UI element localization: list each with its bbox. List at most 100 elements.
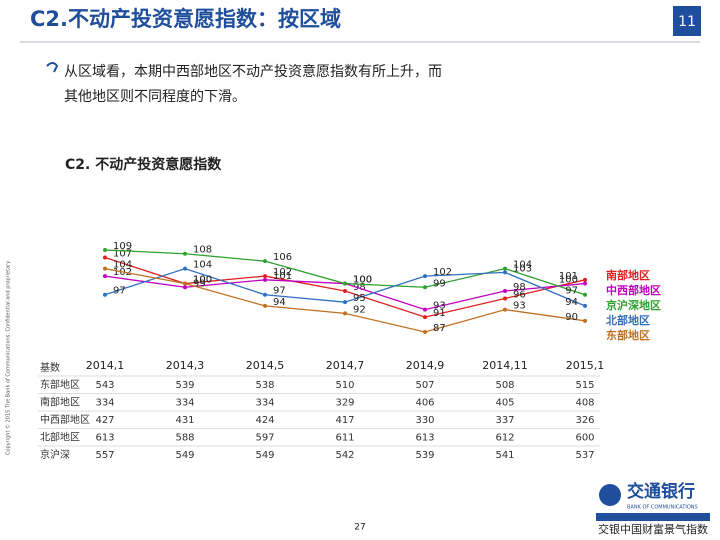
table-cell: 537 bbox=[575, 450, 594, 461]
point bbox=[423, 285, 427, 290]
table-cell: 330 bbox=[415, 415, 434, 426]
data-label: 102 bbox=[273, 267, 292, 278]
table-cell: 538 bbox=[255, 380, 274, 391]
point bbox=[263, 303, 267, 308]
data-label: 100 bbox=[559, 275, 578, 286]
table-cell: 515 bbox=[575, 380, 594, 391]
legend-label: 东部地区 bbox=[606, 328, 650, 342]
copyright: Copyright © 2015 The Bank of Communicati… bbox=[5, 260, 12, 455]
data-label: 97 bbox=[113, 286, 126, 297]
row-label: 中西部地区 bbox=[40, 413, 90, 426]
point bbox=[263, 292, 267, 297]
data-label: 95 bbox=[353, 293, 366, 304]
logo-en: BANK OF COMMUNICATIONS bbox=[627, 505, 698, 511]
data-label: 94 bbox=[273, 297, 286, 308]
data-label: 108 bbox=[193, 245, 212, 256]
table-cell: 510 bbox=[335, 380, 354, 391]
table-cell: 508 bbox=[495, 380, 514, 391]
table-cell: 549 bbox=[255, 450, 274, 461]
point bbox=[423, 307, 427, 312]
page-number: 27 bbox=[354, 523, 365, 533]
bullet-text: 其他地区则不同程度的下滑。 bbox=[64, 88, 246, 105]
data-label: 90 bbox=[565, 312, 578, 323]
table-cell: 431 bbox=[175, 415, 194, 426]
data-label: 109 bbox=[113, 241, 132, 252]
data-label: 97 bbox=[565, 286, 578, 297]
point bbox=[103, 274, 107, 279]
point bbox=[423, 274, 427, 279]
table-cell: 406 bbox=[415, 398, 434, 409]
data-label: 103 bbox=[513, 263, 532, 274]
point bbox=[423, 330, 427, 334]
point bbox=[343, 289, 347, 293]
table-header: 基数 bbox=[40, 361, 60, 374]
point bbox=[263, 274, 267, 279]
row-label: 南部地区 bbox=[40, 396, 80, 409]
point bbox=[583, 303, 587, 308]
point bbox=[183, 285, 187, 290]
data-label: 104 bbox=[193, 260, 212, 271]
data-label: 102 bbox=[433, 267, 452, 278]
table-cell: 557 bbox=[95, 450, 114, 461]
point bbox=[103, 266, 107, 271]
table-cell: 417 bbox=[335, 415, 354, 426]
table-cell: 334 bbox=[255, 398, 274, 409]
row-label: 京沪深 bbox=[40, 448, 70, 461]
point bbox=[583, 281, 587, 286]
data-label: 104 bbox=[113, 260, 132, 271]
bullet-icon bbox=[46, 62, 59, 73]
slide-title: C2.不动产投资意愿指数：按区域 bbox=[30, 7, 341, 31]
chart-title: C2. 不动产投资意愿指数 bbox=[65, 156, 222, 173]
data-label: 94 bbox=[565, 297, 578, 308]
point bbox=[103, 248, 107, 252]
point bbox=[503, 307, 507, 312]
point bbox=[503, 296, 507, 301]
table-cell: 549 bbox=[175, 450, 194, 461]
point bbox=[343, 300, 347, 305]
table-cell: 542 bbox=[335, 450, 354, 461]
table-cell: 613 bbox=[95, 433, 114, 444]
data-label: 100 bbox=[353, 275, 372, 286]
legend-label: 北部地区 bbox=[606, 313, 650, 327]
point bbox=[583, 318, 587, 323]
point bbox=[343, 311, 347, 316]
x-tick-label: 2014,9 bbox=[406, 359, 445, 372]
table-cell: 588 bbox=[175, 433, 194, 444]
x-tick-label: 2014,5 bbox=[246, 359, 285, 372]
table-cell: 405 bbox=[495, 398, 514, 409]
data-label: 93 bbox=[433, 301, 446, 312]
bullet-text: 从区域看，本期中西部地区不动产投资意愿指数有所上升，而 bbox=[64, 63, 442, 80]
x-tick-label: 2015,1 bbox=[566, 359, 605, 372]
legend-label: 南部地区 bbox=[606, 268, 650, 282]
row-label: 北部地区 bbox=[40, 431, 80, 444]
point bbox=[103, 255, 107, 260]
data-label: 100 bbox=[353, 275, 372, 286]
table-cell: 334 bbox=[175, 398, 194, 409]
table-cell: 539 bbox=[415, 450, 434, 461]
logo-mark bbox=[599, 484, 621, 506]
logo-cn: 交通银行 bbox=[627, 481, 695, 502]
table-cell: 597 bbox=[255, 433, 274, 444]
point bbox=[503, 289, 507, 293]
point bbox=[423, 315, 427, 320]
row-label: 东部地区 bbox=[40, 378, 80, 391]
table-cell: 337 bbox=[495, 415, 514, 426]
table-cell: 507 bbox=[415, 380, 434, 391]
point bbox=[583, 292, 587, 297]
table-cell: 329 bbox=[335, 398, 354, 409]
point bbox=[183, 266, 187, 271]
data-label: 99 bbox=[193, 278, 206, 289]
data-label: 102 bbox=[113, 267, 132, 278]
badge-number: 11 bbox=[678, 14, 696, 30]
point bbox=[583, 277, 587, 282]
data-label: 97 bbox=[273, 286, 286, 297]
footer: 交银中国财富景气指数 bbox=[598, 522, 708, 536]
table-cell: 334 bbox=[95, 398, 114, 409]
data-label: 106 bbox=[273, 252, 292, 263]
point bbox=[183, 251, 187, 256]
table-cell: 613 bbox=[415, 433, 434, 444]
point bbox=[263, 277, 267, 282]
point bbox=[503, 266, 507, 271]
legend-label: 京沪深地区 bbox=[606, 298, 661, 312]
